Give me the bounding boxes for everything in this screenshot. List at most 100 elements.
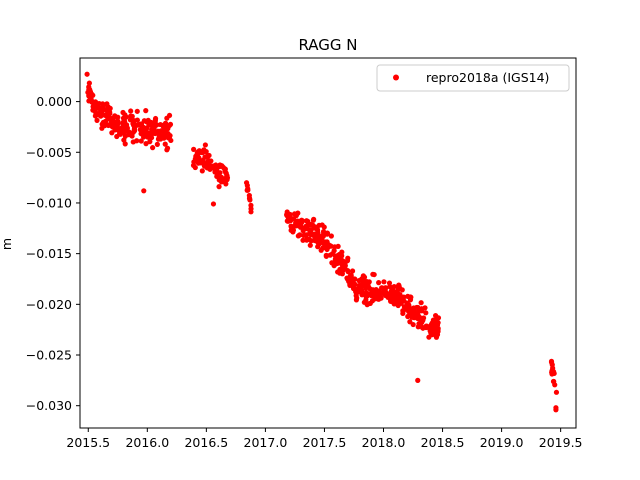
data-point — [358, 288, 365, 294]
chart-title: RAGG N — [298, 36, 357, 54]
data-point — [336, 252, 342, 258]
data-point — [344, 275, 350, 281]
data-point — [338, 256, 344, 262]
x-tick-label: 2019.0 — [480, 435, 524, 450]
data-point — [393, 292, 399, 298]
data-point — [143, 108, 149, 114]
data-point — [354, 295, 360, 301]
data-point — [161, 131, 167, 137]
data-point — [202, 154, 208, 160]
data-point — [154, 141, 160, 147]
data-point — [415, 304, 421, 311]
data-point — [114, 127, 121, 133]
data-point — [88, 97, 94, 103]
data-point — [318, 247, 324, 253]
data-point — [418, 300, 424, 306]
data-point — [400, 310, 406, 317]
legend-label: repro2018a (IGS14) — [426, 70, 549, 85]
data-point — [221, 165, 227, 171]
data-point — [128, 108, 134, 114]
data-point — [360, 279, 366, 285]
x-tick-label: 2017.0 — [244, 435, 288, 450]
data-point — [551, 378, 557, 385]
data-point — [210, 201, 217, 207]
data-point — [332, 258, 338, 264]
data-point — [105, 104, 111, 110]
data-point — [324, 230, 331, 236]
data-point — [303, 232, 310, 238]
data-point — [151, 124, 157, 130]
data-points — [84, 71, 560, 413]
x-tick-label: 2019.5 — [539, 435, 583, 450]
data-point — [201, 147, 207, 153]
data-point — [94, 117, 100, 123]
data-point — [102, 118, 109, 124]
data-point — [323, 252, 329, 258]
data-point — [206, 162, 212, 168]
data-point — [420, 325, 426, 331]
data-point — [345, 268, 351, 274]
data-point — [366, 279, 372, 285]
data-point — [164, 145, 171, 151]
y-axis-label: m — [0, 238, 14, 250]
data-point — [290, 227, 297, 233]
data-point — [306, 221, 312, 227]
data-point — [406, 304, 412, 311]
data-point — [145, 134, 151, 140]
data-point — [307, 242, 313, 248]
data-point — [300, 228, 306, 234]
y-tick-label: −0.030 — [26, 398, 72, 413]
data-point — [325, 244, 331, 250]
data-point — [147, 139, 153, 145]
data-point — [123, 122, 130, 128]
y-tick-label: −0.025 — [26, 348, 72, 363]
data-point — [370, 287, 376, 293]
data-point — [210, 163, 216, 169]
data-point — [100, 101, 106, 107]
data-point — [319, 235, 325, 241]
y-tick-label: −0.015 — [26, 246, 72, 261]
data-point — [245, 186, 251, 192]
data-point — [327, 252, 333, 258]
data-point — [157, 121, 164, 128]
data-point — [138, 122, 144, 129]
data-point — [95, 101, 101, 107]
y-tick-label: 0.000 — [36, 94, 72, 109]
data-point — [248, 202, 254, 208]
data-point — [141, 131, 147, 137]
data-point — [328, 233, 334, 239]
data-point — [99, 125, 105, 131]
data-point — [206, 152, 212, 159]
data-point — [166, 122, 173, 129]
legend-marker — [393, 74, 399, 81]
data-point — [86, 86, 92, 93]
data-point — [220, 178, 227, 184]
data-point — [385, 294, 391, 300]
x-axis: 2015.5 2016.0 2016.5 2017.0 2017.5 2018.0 2018… — [66, 428, 583, 450]
data-point — [162, 141, 168, 147]
data-point — [370, 271, 376, 277]
data-point — [433, 334, 440, 340]
data-point — [315, 244, 321, 250]
data-point — [352, 276, 358, 282]
data-point — [411, 311, 417, 317]
data-point — [311, 216, 317, 222]
data-point — [292, 211, 298, 217]
data-point — [391, 296, 397, 302]
data-point — [315, 230, 321, 236]
data-point — [92, 113, 98, 119]
data-point — [399, 287, 405, 293]
data-point — [218, 174, 225, 180]
data-point — [338, 267, 344, 273]
data-point — [349, 268, 356, 274]
data-point — [194, 150, 200, 156]
data-point — [408, 294, 414, 300]
data-point — [191, 146, 197, 152]
data-point — [433, 328, 439, 334]
data-point — [216, 184, 222, 190]
data-point — [199, 168, 205, 174]
data-point — [121, 137, 127, 143]
data-point — [308, 228, 314, 234]
data-point — [134, 117, 140, 123]
data-point — [223, 170, 229, 176]
